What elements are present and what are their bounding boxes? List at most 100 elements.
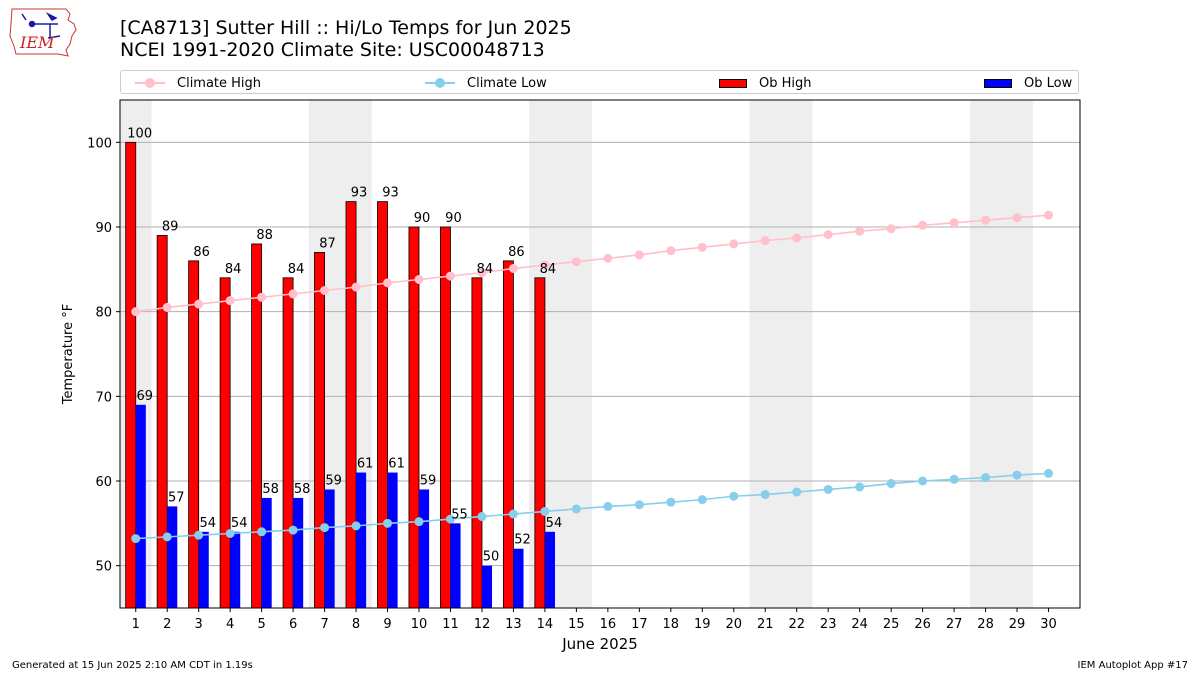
bar-ob-low-day-4 (230, 531, 241, 608)
xtick-label-13: 13 (505, 617, 522, 632)
iowa-state-outline (9, 8, 77, 57)
label-ob-low-day-12: 50 (483, 550, 500, 565)
bar-ob-high-day-8 (345, 201, 357, 608)
legend-label-ob-high: Ob High (759, 75, 812, 91)
point-climate-low-day-18 (666, 497, 676, 507)
point-climate-high-day-24 (855, 226, 865, 236)
legend-item-ob-high: Ob High (719, 74, 812, 92)
xtick-label-10: 10 (411, 617, 428, 632)
xtick-label-6: 6 (289, 617, 297, 632)
point-climate-high-day-4 (225, 296, 235, 306)
point-climate-high-day-23 (823, 230, 833, 240)
bar-ob-low-day-10 (419, 489, 430, 608)
label-ob-low-day-10: 59 (420, 473, 437, 488)
bar-ob-high-day-10 (408, 226, 420, 608)
legend-line-climate-low (425, 78, 455, 88)
bar-ob-low-day-9 (387, 472, 398, 608)
point-climate-high-day-27 (949, 218, 959, 228)
iem-logo: IEM (9, 8, 77, 57)
legend: Climate High Climate Low Ob High Ob Low (120, 70, 1079, 94)
xtick-label-1: 1 (132, 617, 140, 632)
xtick-label-24: 24 (851, 617, 868, 632)
point-climate-high-day-25 (886, 224, 896, 234)
plot-area (120, 100, 1080, 608)
label-ob-high-day-14: 84 (540, 262, 557, 277)
label-ob-high-day-3: 86 (193, 245, 210, 260)
weekend-shade-day-22 (780, 100, 813, 608)
xtick-label-27: 27 (946, 617, 963, 632)
line-climate-low (135, 472, 1049, 540)
plot-frame (119, 99, 1081, 609)
chart-title: [CA8713] Sutter Hill :: Hi/Lo Temps for … (120, 17, 572, 61)
point-climate-low-day-23 (823, 484, 833, 494)
ytick-label-50: 50 (95, 560, 112, 575)
point-climate-low-day-10 (414, 517, 424, 527)
bar-ob-high-day-14 (534, 277, 546, 608)
xtick-label-8: 8 (352, 617, 360, 632)
y-axis-label: Temperature °F (61, 304, 76, 405)
xtick-label-9: 9 (383, 617, 391, 632)
label-ob-low-day-13: 52 (514, 533, 531, 548)
label-ob-high-day-1: 100 (127, 126, 152, 141)
point-climate-high-day-3 (194, 299, 204, 309)
point-climate-high-day-8 (351, 282, 361, 292)
bar-ob-high-day-7 (314, 251, 325, 608)
point-climate-low-day-9 (383, 518, 393, 528)
point-climate-low-day-6 (288, 525, 298, 535)
point-climate-low-day-16 (603, 501, 613, 511)
label-ob-high-day-6: 84 (288, 262, 305, 277)
label-ob-low-day-2: 57 (168, 490, 185, 505)
legend-label-climate-high: Climate High (177, 75, 262, 91)
point-climate-high-day-11 (445, 271, 455, 281)
bar-ob-high-day-12 (471, 277, 483, 608)
bar-ob-low-day-11 (450, 523, 461, 608)
point-climate-low-day-14 (540, 506, 550, 516)
bar-ob-low-day-12 (481, 565, 493, 608)
label-ob-high-day-12: 84 (477, 262, 494, 277)
generated-timestamp: Generated at 15 Jun 2025 2:10 AM CDT in … (12, 660, 253, 671)
point-climate-high-day-1 (131, 307, 141, 317)
line-climate-high (135, 214, 1049, 313)
xtick-label-18: 18 (663, 617, 680, 632)
point-climate-low-day-29 (1012, 470, 1022, 480)
ytick-label-80: 80 (95, 306, 112, 321)
label-ob-low-day-11: 55 (451, 507, 468, 522)
weekend-shade-day-28 (969, 100, 1002, 608)
bar-ob-low-day-3 (198, 531, 209, 608)
label-ob-low-day-8: 61 (357, 457, 374, 472)
point-climate-low-day-4 (225, 528, 235, 538)
bar-ob-low-day-6 (293, 497, 304, 608)
point-climate-high-day-9 (383, 278, 393, 288)
xtick-label-5: 5 (257, 617, 265, 632)
point-climate-low-day-26 (918, 476, 928, 486)
point-climate-low-day-22 (792, 487, 802, 497)
point-climate-high-day-10 (414, 274, 424, 284)
bar-ob-low-day-2 (167, 506, 178, 608)
point-climate-low-day-15 (571, 504, 581, 514)
legend-swatch-ob-low (984, 78, 1012, 88)
label-ob-high-day-5: 88 (256, 228, 273, 243)
xtick-label-15: 15 (568, 617, 585, 632)
point-climate-low-day-7 (320, 523, 330, 533)
weekend-shade-day-21 (749, 100, 781, 608)
point-climate-high-day-28 (981, 215, 991, 225)
bar-ob-low-day-7 (324, 489, 335, 608)
xtick-label-19: 19 (694, 617, 711, 632)
point-climate-low-day-25 (886, 479, 896, 489)
label-ob-low-day-5: 58 (262, 482, 279, 497)
point-climate-low-day-24 (855, 482, 865, 492)
point-climate-high-day-5 (257, 292, 267, 302)
point-climate-high-day-15 (571, 257, 581, 267)
bar-ob-low-day-14 (544, 531, 555, 608)
label-ob-low-day-14: 54 (546, 516, 563, 531)
bar-ob-high-day-6 (282, 277, 294, 608)
title-line-1: [CA8713] Sutter Hill :: Hi/Lo Temps for … (120, 17, 572, 39)
ytick-label-60: 60 (95, 475, 112, 490)
weekend-shade-day-15 (560, 100, 593, 608)
bar-ob-low-day-13 (513, 548, 524, 608)
point-climate-high-day-7 (320, 286, 330, 295)
point-climate-high-day-13 (508, 263, 518, 273)
point-climate-high-day-18 (666, 246, 676, 256)
point-climate-high-day-22 (792, 233, 802, 243)
bar-ob-high-day-11 (440, 226, 451, 608)
